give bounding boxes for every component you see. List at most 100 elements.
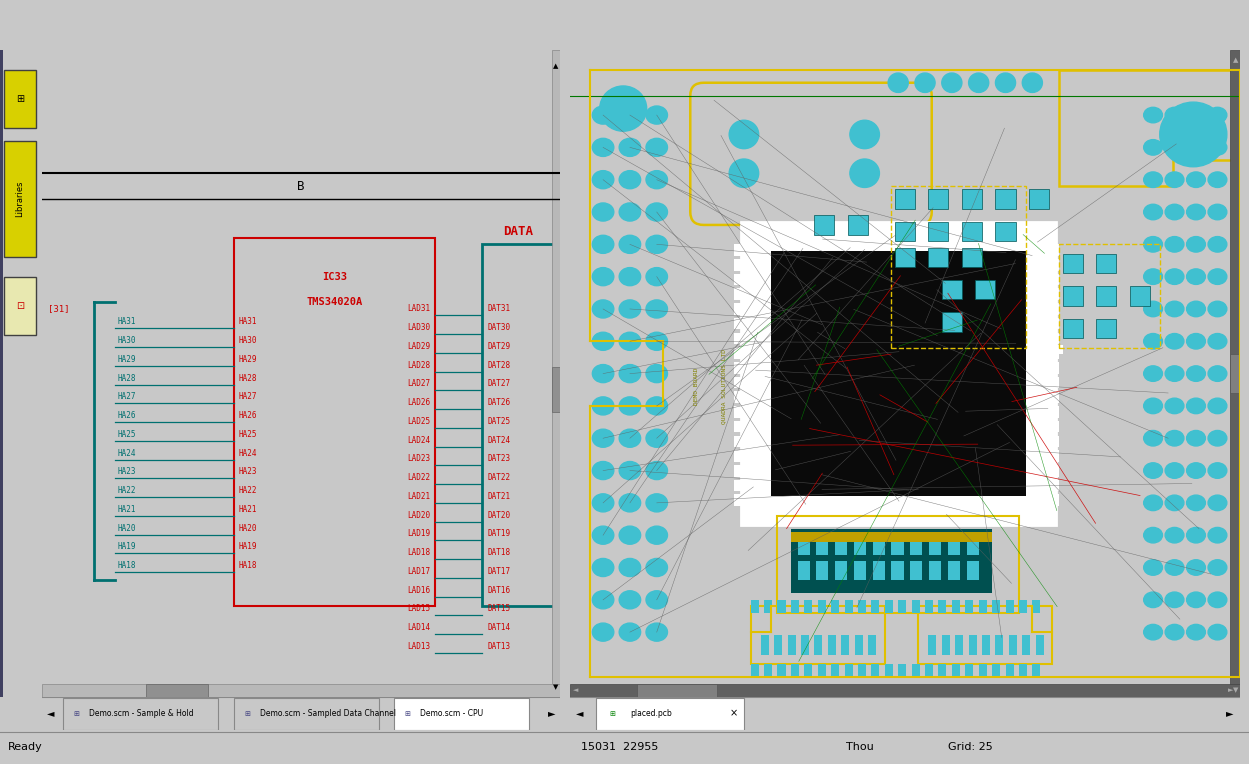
Text: ◄: ◄ bbox=[573, 688, 578, 693]
Ellipse shape bbox=[646, 364, 667, 383]
Bar bbox=[734, 318, 744, 329]
Bar bbox=[395, 698, 528, 730]
Ellipse shape bbox=[1144, 560, 1163, 575]
Bar bbox=[734, 362, 744, 374]
Text: HA19: HA19 bbox=[239, 542, 257, 552]
Bar bbox=[944, 225, 955, 235]
Text: DAT19: DAT19 bbox=[487, 529, 511, 539]
Bar bbox=[952, 665, 960, 678]
Bar bbox=[1020, 516, 1033, 526]
Bar bbox=[734, 406, 744, 418]
Bar bbox=[872, 665, 879, 678]
Text: DATA: DATA bbox=[503, 225, 533, 238]
Ellipse shape bbox=[620, 429, 641, 447]
Ellipse shape bbox=[1165, 237, 1184, 252]
Bar bbox=[751, 607, 884, 665]
Bar bbox=[918, 607, 1053, 665]
Bar bbox=[1097, 254, 1117, 274]
Bar bbox=[814, 215, 834, 235]
Text: QUADRA SOLUTIONS LTD: QUADRA SOLUTIONS LTD bbox=[722, 349, 727, 424]
Bar bbox=[854, 542, 866, 555]
Ellipse shape bbox=[1144, 366, 1163, 381]
Text: LAD13: LAD13 bbox=[407, 642, 430, 651]
Ellipse shape bbox=[646, 429, 667, 447]
Ellipse shape bbox=[1144, 172, 1163, 187]
Bar bbox=[913, 225, 926, 235]
Bar bbox=[818, 600, 826, 613]
Text: ◄: ◄ bbox=[576, 708, 583, 719]
Bar bbox=[898, 225, 911, 235]
Ellipse shape bbox=[1144, 107, 1163, 123]
Ellipse shape bbox=[1144, 430, 1163, 446]
Bar bbox=[848, 215, 868, 235]
Ellipse shape bbox=[1187, 463, 1205, 478]
Bar bbox=[0, 50, 4, 697]
Ellipse shape bbox=[592, 623, 613, 641]
Text: LAD17: LAD17 bbox=[407, 567, 430, 576]
Ellipse shape bbox=[1165, 398, 1184, 413]
Bar bbox=[734, 288, 744, 300]
Ellipse shape bbox=[1208, 301, 1227, 317]
Text: HA19: HA19 bbox=[117, 542, 136, 552]
Bar bbox=[894, 222, 916, 241]
Bar bbox=[734, 259, 744, 270]
Bar bbox=[734, 377, 744, 388]
Text: DAT30: DAT30 bbox=[487, 323, 511, 332]
Text: LAD25: LAD25 bbox=[407, 417, 430, 426]
Text: LAD28: LAD28 bbox=[407, 361, 430, 370]
Text: Demo.scm - Sample & Hold: Demo.scm - Sample & Hold bbox=[89, 709, 194, 718]
Bar bbox=[967, 542, 979, 555]
Text: ⊞: ⊞ bbox=[16, 94, 24, 104]
Ellipse shape bbox=[1165, 495, 1184, 510]
Bar bbox=[952, 600, 960, 613]
Bar bbox=[4, 277, 36, 335]
Bar bbox=[852, 225, 864, 235]
Bar bbox=[854, 561, 866, 581]
Bar bbox=[944, 516, 955, 526]
Ellipse shape bbox=[1187, 560, 1205, 575]
Ellipse shape bbox=[1165, 592, 1184, 607]
Ellipse shape bbox=[1165, 172, 1184, 187]
Ellipse shape bbox=[1144, 334, 1163, 349]
Ellipse shape bbox=[1208, 334, 1227, 349]
Bar bbox=[822, 516, 834, 526]
Bar bbox=[892, 542, 903, 555]
Ellipse shape bbox=[1165, 560, 1184, 575]
Ellipse shape bbox=[1208, 495, 1227, 510]
Ellipse shape bbox=[1208, 237, 1227, 252]
Bar bbox=[929, 225, 940, 235]
Bar bbox=[1049, 465, 1059, 477]
Bar bbox=[552, 367, 560, 413]
Ellipse shape bbox=[592, 300, 613, 318]
Bar bbox=[734, 494, 744, 506]
Bar bbox=[873, 542, 884, 555]
Text: ×: × bbox=[729, 708, 738, 719]
Ellipse shape bbox=[646, 461, 667, 480]
Text: ⊞: ⊞ bbox=[405, 711, 411, 717]
Ellipse shape bbox=[620, 106, 641, 124]
Bar bbox=[969, 636, 977, 655]
Ellipse shape bbox=[1144, 624, 1163, 640]
Ellipse shape bbox=[1187, 204, 1205, 220]
Bar bbox=[42, 684, 560, 697]
Bar bbox=[1019, 600, 1027, 613]
Text: HA28: HA28 bbox=[117, 374, 136, 383]
Bar bbox=[929, 516, 940, 526]
Bar bbox=[552, 50, 560, 697]
Bar bbox=[962, 222, 982, 241]
Bar bbox=[912, 600, 919, 613]
Ellipse shape bbox=[1165, 269, 1184, 284]
Bar bbox=[948, 542, 960, 555]
Text: [31]: [31] bbox=[47, 305, 69, 313]
Text: HA23: HA23 bbox=[239, 468, 257, 477]
Ellipse shape bbox=[646, 526, 667, 544]
Circle shape bbox=[1022, 73, 1043, 92]
Bar bbox=[777, 600, 786, 613]
Bar bbox=[1049, 348, 1059, 359]
Ellipse shape bbox=[1165, 624, 1184, 640]
Text: HA31: HA31 bbox=[117, 317, 136, 326]
Bar bbox=[1049, 480, 1059, 491]
Bar bbox=[1063, 254, 1083, 274]
Bar bbox=[734, 348, 744, 359]
Bar bbox=[928, 189, 948, 209]
